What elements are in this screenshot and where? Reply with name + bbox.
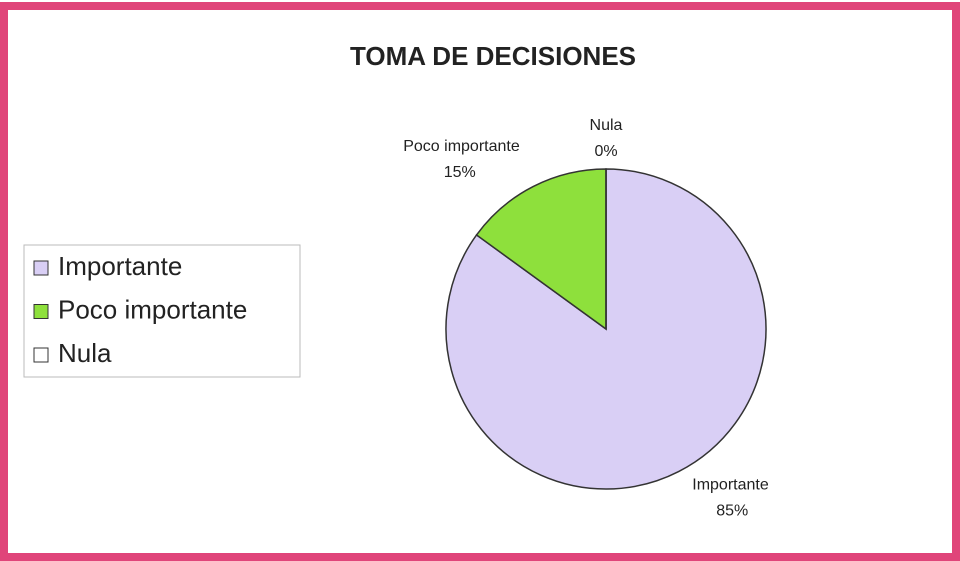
slice-label: Importante xyxy=(692,477,769,494)
slice-label: Nula xyxy=(590,117,623,134)
legend-label: Importante xyxy=(58,251,182,281)
chart-title: TOMA DE DECISIONES xyxy=(350,41,636,71)
legend-label: Poco importante xyxy=(58,294,247,324)
slice-value-label: 15% xyxy=(444,164,476,181)
legend-swatch xyxy=(33,304,49,319)
slice-value-label: 0% xyxy=(594,143,617,160)
slice-label: Poco importante xyxy=(403,138,520,155)
legend-swatch xyxy=(33,347,49,363)
legend-label: Nula xyxy=(58,338,112,368)
pie-slice xyxy=(475,168,607,331)
legend-swatch xyxy=(33,260,49,276)
slice-value-label: 85% xyxy=(716,503,748,520)
legend-box xyxy=(23,244,301,378)
